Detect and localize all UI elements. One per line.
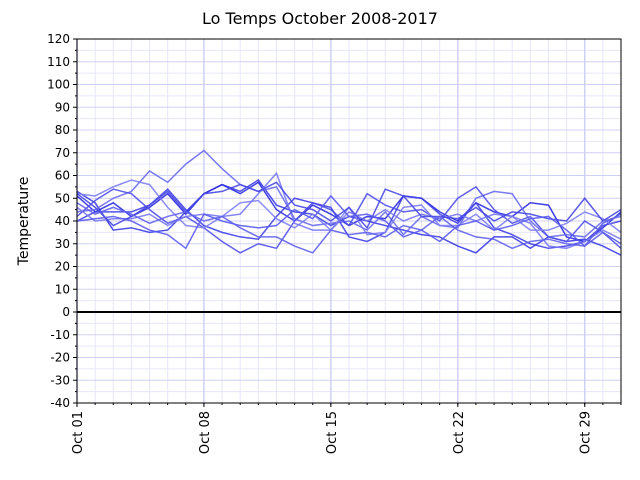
x-tick-label: Oct 22 [452, 411, 467, 454]
chart-title: Lo Temps October 2008-2017 [202, 9, 438, 28]
y-tick-label: 120 [47, 32, 70, 46]
y-tick-label: 10 [55, 282, 70, 296]
y-tick-label: 70 [55, 146, 70, 160]
series-line [76, 202, 622, 254]
y-axis-label: Temperature [16, 177, 32, 267]
y-tick-label: 110 [47, 55, 70, 69]
y-tick-label: -10 [50, 328, 70, 342]
y-tick-label: 0 [62, 305, 70, 319]
y-tick-label: -20 [50, 351, 70, 365]
series-line [76, 181, 622, 230]
plot-frame [76, 38, 622, 404]
y-tick-label: 30 [55, 237, 70, 251]
y-tick-label: -40 [50, 396, 70, 410]
y-tick-label: 80 [55, 123, 70, 137]
series-line [76, 171, 622, 250]
y-tick-label: 20 [55, 260, 70, 274]
y-tick-label: 90 [55, 100, 70, 114]
y-tick-label: 50 [55, 191, 70, 205]
series-line [76, 194, 622, 250]
y-tick-label: 60 [55, 169, 70, 183]
x-tick-label: Oct 08 [198, 411, 213, 454]
y-tick-label: 100 [47, 78, 70, 92]
series-line [76, 185, 622, 254]
x-tick-label: Oct 01 [71, 411, 86, 454]
x-tick-label: Oct 29 [579, 411, 594, 454]
series-line [76, 149, 622, 238]
x-tick-label: Oct 15 [325, 411, 340, 454]
y-tick-label: -30 [50, 373, 70, 387]
y-tick-label: 40 [55, 214, 70, 228]
series-line [76, 188, 622, 250]
